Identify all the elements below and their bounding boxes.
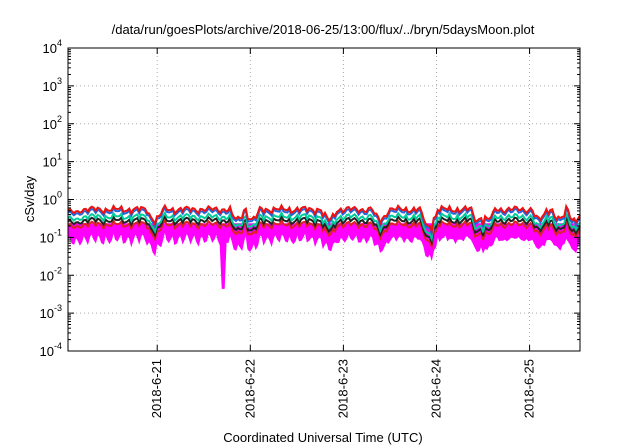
y-tick-label: 10-3 [40,303,62,321]
y-tick-label: 10-2 [40,265,62,283]
y-tick-label: 104 [43,38,62,56]
x-tick-label: 2018-6-22 [242,359,257,418]
y-axis: 10-4 10-3 10-2 10-1 100 101 102 103 104 [40,38,580,359]
series-0-area [67,223,581,289]
x-axis: 2018-6-21 2018-6-22 2018-6-23 2018-6-24 2018… [149,48,537,418]
x-tick-label: 2018-6-23 [335,359,350,418]
series-layer [67,203,581,289]
y-tick-label: 102 [43,114,62,132]
x-tick-label: 2018-6-25 [522,359,537,418]
series-3-line [67,210,581,243]
x-tick-label: 2018-6-24 [428,359,443,418]
y-tick-label: 10-4 [40,341,62,359]
series-5-line [67,203,581,235]
series-4-line [67,205,581,238]
grid-lines [68,48,580,351]
y-tick-label: 10-1 [40,227,62,245]
y-axis-label: cSv/day [22,175,37,222]
y-tick-label: 103 [43,76,62,94]
series-2-line [67,214,581,247]
chart-title: /data/run/goesPlots/archive/2018-06-25/1… [112,22,535,37]
series-1-line [67,218,581,251]
y-tick-label: 101 [43,152,62,170]
x-tick-label: 2018-6-21 [149,359,164,418]
y-tick-label: 100 [43,190,62,208]
x-axis-label: Coordinated Universal Time (UTC) [223,430,422,445]
